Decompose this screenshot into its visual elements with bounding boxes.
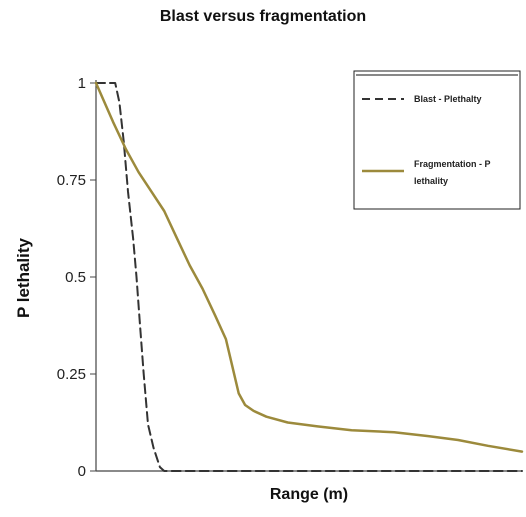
legend-frag-label-1: Fragmentation - P bbox=[414, 159, 491, 169]
y-tick-label: 0.75 bbox=[57, 172, 86, 189]
y-tick-label: 0.5 bbox=[65, 269, 86, 286]
chart-title: Blast versus fragmentation bbox=[159, 8, 367, 25]
legend-frag-label-2: lethality bbox=[414, 176, 448, 186]
legend-box bbox=[353, 70, 521, 210]
legend-blast-label: Blast - Plethalty bbox=[414, 94, 482, 104]
y-tick-label: 0.25 bbox=[57, 366, 86, 383]
series-blast-line bbox=[95, 82, 523, 472]
y-tick-label: 1 bbox=[78, 75, 86, 92]
series-fragmentation-line bbox=[94, 81, 524, 453]
y-tick-label: 0 bbox=[78, 463, 86, 480]
x-axis-label: Range (m) bbox=[269, 486, 349, 503]
legend: Blast - Plethalty Fragmentation - P leth… bbox=[353, 70, 521, 210]
